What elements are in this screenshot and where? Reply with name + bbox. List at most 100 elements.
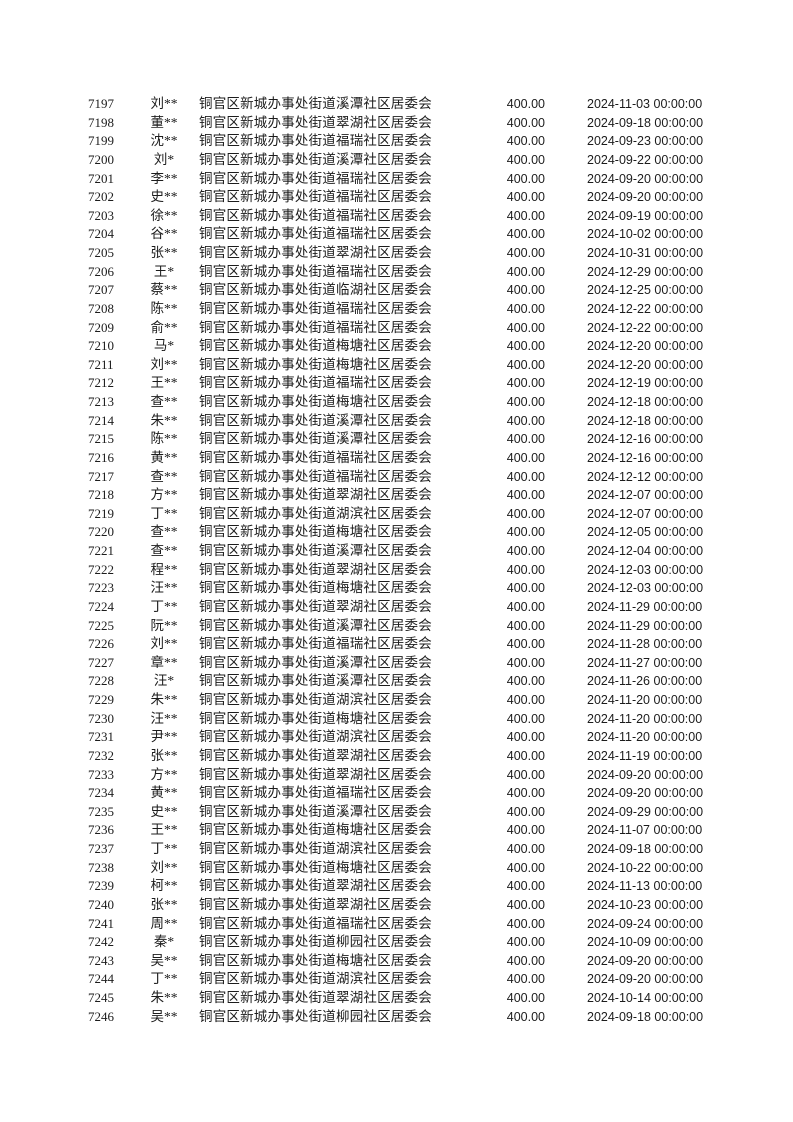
row-person-name: 章** xyxy=(150,654,178,670)
row-datetime: 2024-09-23 00:00:00 xyxy=(587,134,704,149)
row-amount: 400.00 xyxy=(506,488,545,503)
row-amount: 400.00 xyxy=(506,171,545,186)
row-datetime: 2024-09-20 00:00:00 xyxy=(587,972,704,987)
row-organization: 铜官区新城办事处街道梅塘社区居委会 xyxy=(199,822,432,838)
row-organization: 铜官区新城办事处街道福瑞社区居委会 xyxy=(199,319,432,335)
table-row: 7212 王** 铜官区新城办事处街道福瑞社区居委会 400.00 2024-1… xyxy=(0,374,793,393)
row-organization: 铜官区新城办事处街道湖滨社区居委会 xyxy=(199,729,432,745)
row-datetime: 2024-12-20 00:00:00 xyxy=(587,339,704,354)
row-amount: 400.00 xyxy=(506,339,545,354)
row-amount: 400.00 xyxy=(506,562,545,577)
row-amount: 400.00 xyxy=(506,357,545,372)
row-serial-number: 7210 xyxy=(88,338,114,354)
row-amount: 400.00 xyxy=(506,208,545,223)
row-amount: 400.00 xyxy=(506,190,545,205)
row-serial-number: 7215 xyxy=(88,431,114,447)
row-amount: 400.00 xyxy=(506,152,545,167)
row-person-name: 朱** xyxy=(150,692,178,707)
row-datetime: 2024-09-22 00:00:00 xyxy=(587,152,704,167)
row-person-name: 刘** xyxy=(150,356,178,372)
row-amount: 400.00 xyxy=(506,301,545,316)
row-organization: 铜官区新城办事处街道湖滨社区居委会 xyxy=(199,505,432,521)
row-amount: 400.00 xyxy=(506,413,545,428)
row-serial-number: 7240 xyxy=(88,896,114,912)
row-person-name: 王** xyxy=(150,375,178,391)
row-datetime: 2024-09-19 00:00:00 xyxy=(587,208,704,223)
row-organization: 铜官区新城办事处街道柳园社区居委会 xyxy=(199,1008,432,1024)
row-datetime: 2024-09-20 00:00:00 xyxy=(587,767,704,782)
row-amount: 400.00 xyxy=(506,786,545,801)
table-row: 7223 汪** 铜官区新城办事处街道梅塘社区居委会 400.00 2024-1… xyxy=(0,579,793,598)
table-row: 7215 陈** 铜官区新城办事处街道溪潭社区居委会 400.00 2024-1… xyxy=(0,430,793,449)
row-serial-number: 7246 xyxy=(88,1008,114,1024)
row-organization: 铜官区新城办事处街道翠湖社区居委会 xyxy=(199,245,432,260)
table-row: 7211 刘** 铜官区新城办事处街道梅塘社区居委会 400.00 2024-1… xyxy=(0,356,793,375)
row-amount: 400.00 xyxy=(506,674,545,689)
row-person-name: 周** xyxy=(150,915,178,931)
row-serial-number: 7208 xyxy=(88,300,114,316)
row-serial-number: 7213 xyxy=(88,394,114,409)
row-serial-number: 7198 xyxy=(88,114,114,130)
row-amount: 400.00 xyxy=(506,916,545,931)
row-datetime: 2024-09-18 00:00:00 xyxy=(587,842,704,856)
table-row: 7244 丁** 铜官区新城办事处街道湖滨社区居委会 400.00 2024-0… xyxy=(0,970,793,989)
row-organization: 铜官区新城办事处街道梅塘社区居委会 xyxy=(199,952,432,968)
row-person-name: 方** xyxy=(150,487,178,503)
row-person-name: 刘** xyxy=(150,859,178,875)
row-person-name: 丁** xyxy=(150,971,178,987)
row-datetime: 2024-11-26 00:00:00 xyxy=(587,674,703,689)
table-row: 7206 王* 铜官区新城办事处街道福瑞社区居委会 400.00 2024-12… xyxy=(0,263,793,282)
row-serial-number: 7202 xyxy=(88,189,114,205)
row-datetime: 2024-09-24 00:00:00 xyxy=(587,916,704,931)
row-serial-number: 7225 xyxy=(88,617,114,633)
row-serial-number: 7218 xyxy=(88,487,114,503)
row-datetime: 2024-09-20 00:00:00 xyxy=(587,190,704,205)
row-organization: 铜官区新城办事处街道溪潭社区居委会 xyxy=(199,543,432,558)
row-datetime: 2024-12-18 00:00:00 xyxy=(587,395,704,409)
row-person-name: 朱** xyxy=(150,412,178,428)
row-amount: 400.00 xyxy=(506,599,545,614)
row-datetime: 2024-11-20 00:00:00 xyxy=(587,711,703,726)
row-organization: 铜官区新城办事处街道翠湖社区居委会 xyxy=(199,598,432,614)
row-organization: 铜官区新城办事处街道福瑞社区居委会 xyxy=(199,189,432,205)
row-organization: 铜官区新城办事处街道福瑞社区居委会 xyxy=(199,263,432,279)
row-person-name: 丁** xyxy=(150,505,178,521)
row-serial-number: 7211 xyxy=(88,356,114,372)
row-amount: 400.00 xyxy=(506,581,545,596)
row-organization: 铜官区新城办事处街道福瑞社区居委会 xyxy=(199,636,432,652)
row-person-name: 史** xyxy=(150,189,178,205)
table-row: 7235 史** 铜官区新城办事处街道溪潭社区居委会 400.00 2024-0… xyxy=(0,803,793,822)
row-person-name: 黄** xyxy=(150,449,178,465)
row-organization: 铜官区新城办事处街道溪潭社区居委会 xyxy=(199,617,432,633)
row-amount: 400.00 xyxy=(506,450,545,465)
row-serial-number: 7231 xyxy=(88,729,114,745)
row-person-name: 吴** xyxy=(150,952,178,968)
row-datetime: 2024-12-25 00:00:00 xyxy=(587,283,704,298)
row-person-name: 程** xyxy=(150,561,178,577)
row-amount: 400.00 xyxy=(506,935,545,950)
row-organization: 铜官区新城办事处街道溪潭社区居委会 xyxy=(199,431,432,447)
row-serial-number: 7230 xyxy=(88,710,114,726)
row-person-name: 刘* xyxy=(153,151,175,167)
row-serial-number: 7219 xyxy=(88,505,114,521)
row-datetime: 2024-12-03 00:00:00 xyxy=(587,581,704,596)
row-amount: 400.00 xyxy=(506,693,545,707)
row-amount: 400.00 xyxy=(506,320,545,335)
row-datetime: 2024-11-29 00:00:00 xyxy=(587,618,703,633)
row-person-name: 王* xyxy=(153,263,175,279)
table-row: 7227 章** 铜官区新城办事处街道溪潭社区居委会 400.00 2024-1… xyxy=(0,654,793,673)
row-organization: 铜官区新城办事处街道福瑞社区居委会 xyxy=(199,449,432,465)
table-row: 7207 蔡** 铜官区新城办事处街道临湖社区居委会 400.00 2024-1… xyxy=(0,281,793,300)
row-organization: 铜官区新城办事处街道临湖社区居委会 xyxy=(199,282,432,298)
row-organization: 铜官区新城办事处街道福瑞社区居委会 xyxy=(199,785,432,801)
row-amount: 400.00 xyxy=(506,767,545,782)
table-row: 7224 丁** 铜官区新城办事处街道翠湖社区居委会 400.00 2024-1… xyxy=(0,598,793,617)
row-organization: 铜官区新城办事处街道翠湖社区居委会 xyxy=(199,561,432,577)
row-person-name: 董** xyxy=(150,114,178,130)
table-row: 7232 张** 铜官区新城办事处街道翠湖社区居委会 400.00 2024-1… xyxy=(0,747,793,766)
row-amount: 400.00 xyxy=(506,953,545,968)
row-serial-number: 7227 xyxy=(88,654,114,670)
row-datetime: 2024-09-18 00:00:00 xyxy=(587,1009,704,1024)
row-organization: 铜官区新城办事处街道梅塘社区居委会 xyxy=(199,710,432,726)
